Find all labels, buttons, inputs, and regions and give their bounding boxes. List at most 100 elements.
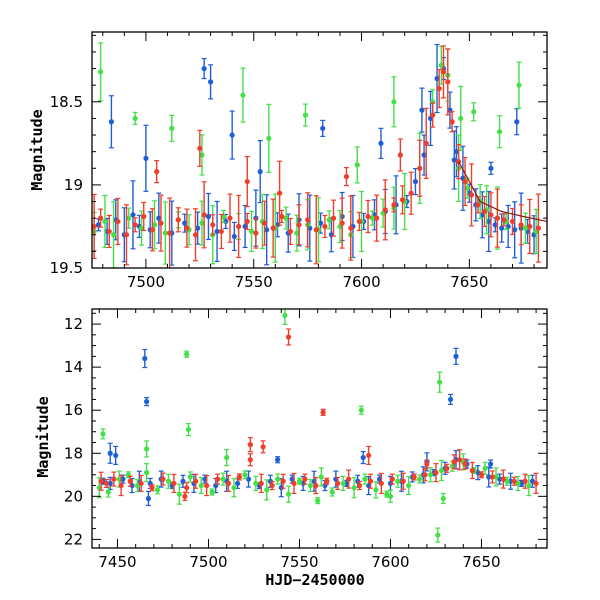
data-point [199, 220, 205, 226]
y-tick-label: 19 [64, 176, 83, 194]
data-point [283, 215, 289, 221]
data-point [145, 495, 152, 502]
data-point [185, 426, 192, 433]
data-point [95, 222, 102, 228]
data-point [330, 215, 337, 221]
bottom-y-axis-title: Magnitude [34, 396, 52, 477]
data-point [488, 212, 494, 218]
data-point [227, 215, 233, 221]
data-point [469, 467, 475, 474]
data-point [141, 213, 147, 220]
data-point [400, 478, 406, 484]
data-point [102, 218, 108, 225]
data-point [118, 482, 124, 489]
data-point [430, 112, 436, 118]
data-point [440, 69, 447, 75]
data-point [522, 225, 529, 231]
data-point [253, 480, 259, 487]
data-point [210, 222, 216, 228]
data-point [367, 478, 374, 484]
data-point [287, 228, 293, 235]
data-point [160, 476, 166, 482]
top-panel-zoomed-light-curve: 7500 7550 7600 7650 19.5 19 18.5 [50, 31, 548, 291]
data-point [294, 230, 300, 236]
data-point [244, 218, 250, 225]
data-point [449, 119, 455, 125]
data-point [482, 465, 488, 471]
data-point [438, 62, 444, 68]
data-point [236, 474, 243, 480]
data-point [458, 115, 464, 122]
data-point [108, 119, 115, 125]
data-point [475, 202, 481, 208]
data-point [422, 472, 428, 478]
data-point [182, 220, 188, 226]
y-tick-label: 19.5 [50, 259, 83, 277]
data-point [110, 232, 117, 238]
data-point [130, 212, 136, 218]
data-point [421, 152, 427, 158]
data-point [518, 222, 524, 228]
data-point [100, 431, 106, 437]
data-point [313, 482, 319, 489]
data-point [126, 215, 132, 221]
x-tick-label: 7600 [371, 553, 409, 571]
data-point [199, 152, 205, 158]
data-point [260, 444, 266, 450]
data-point [493, 474, 499, 480]
x-tick-label: 7500 [127, 273, 165, 291]
data-point [98, 69, 104, 75]
data-point [175, 217, 181, 223]
data-point [389, 476, 395, 482]
data-point [209, 489, 215, 495]
data-point [427, 472, 434, 478]
data-point [201, 65, 207, 72]
data-point [366, 452, 372, 459]
data-point [171, 480, 177, 487]
data-point [500, 476, 506, 482]
x-tick-label: 7650 [450, 273, 488, 291]
data-point [501, 217, 507, 223]
data-point [437, 379, 443, 385]
data-point [509, 218, 516, 225]
data-point [411, 474, 417, 480]
data-point [451, 459, 457, 465]
data-point [258, 480, 264, 487]
x-tick-label: 7650 [462, 553, 500, 571]
data-point [440, 495, 446, 502]
data-point [358, 407, 364, 413]
data-point [165, 478, 172, 484]
data-point [320, 409, 326, 415]
data-point [138, 225, 145, 231]
data-point [412, 178, 419, 185]
data-point [436, 85, 442, 92]
series-blue [100, 347, 536, 507]
data-point [417, 165, 423, 171]
y-tick-label: 22 [64, 530, 83, 548]
data-point [318, 474, 324, 480]
data-point [496, 129, 503, 135]
data-point [169, 125, 175, 131]
data-point [471, 109, 477, 115]
data-point [111, 476, 117, 482]
data-point [144, 398, 150, 405]
data-point [478, 472, 485, 478]
data-point [365, 213, 371, 220]
data-point [291, 480, 297, 487]
y-tick-label: 18 [64, 444, 83, 462]
data-point [198, 482, 204, 489]
data-point [451, 157, 457, 163]
data-point [236, 223, 242, 230]
data-point [224, 454, 230, 461]
data-point [218, 228, 224, 235]
data-point [526, 482, 532, 489]
data-point [275, 457, 281, 463]
data-point [257, 169, 263, 175]
data-point [144, 446, 150, 452]
data-point [149, 227, 155, 233]
data-point [167, 230, 173, 236]
data-point [335, 480, 341, 487]
data-point [320, 125, 326, 131]
data-point [156, 215, 162, 221]
